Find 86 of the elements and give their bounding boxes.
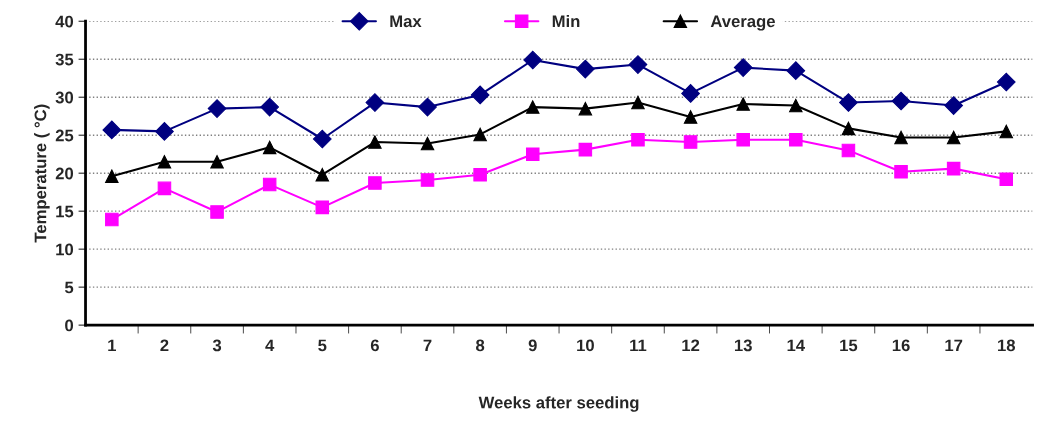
x-tick-label: 2 — [160, 339, 169, 352]
point — [946, 130, 961, 145]
x-tick-label: 18 — [998, 339, 1016, 352]
point — [839, 93, 858, 112]
x-tick-label: 11 — [630, 339, 647, 352]
point — [207, 99, 227, 118]
point — [576, 59, 595, 79]
point — [578, 142, 593, 157]
point — [789, 98, 803, 113]
point — [999, 124, 1014, 139]
point — [105, 212, 119, 227]
y-tick-label: 35 — [55, 53, 74, 66]
point — [683, 135, 698, 149]
x-tick-label: 14 — [787, 339, 805, 352]
point — [102, 120, 122, 140]
y-tick-label: 15 — [56, 205, 74, 218]
point — [420, 136, 435, 151]
x-tick-label: 1 — [108, 339, 116, 352]
x-axis-title: Weeks after seeding — [478, 396, 639, 412]
point — [946, 161, 961, 176]
x-tick-label: 12 — [682, 339, 700, 352]
point — [999, 172, 1014, 187]
point — [841, 143, 856, 158]
legend-label: Max — [390, 15, 422, 28]
point — [420, 173, 435, 187]
point — [628, 55, 648, 74]
point — [365, 93, 385, 112]
legend-label: Min — [552, 14, 580, 28]
x-tick-label: 16 — [892, 339, 910, 352]
x-tick-label: 10 — [577, 339, 594, 352]
x-tick-label: 8 — [476, 339, 485, 352]
point — [260, 97, 280, 117]
x-tick-label: 13 — [734, 339, 752, 352]
point — [312, 129, 332, 149]
x-tick-label: 5 — [318, 339, 327, 352]
y-tick-label: 10 — [56, 243, 74, 256]
x-tick-label: 4 — [265, 339, 275, 352]
x-tick-label: 3 — [212, 339, 222, 352]
point — [315, 167, 330, 182]
x-tick-label: 17 — [945, 339, 963, 352]
point — [262, 140, 277, 155]
x-tick-label: 15 — [840, 339, 858, 352]
point — [368, 176, 382, 190]
point — [368, 135, 382, 149]
x-tick-label: 9 — [528, 339, 537, 352]
point — [210, 205, 224, 219]
point — [894, 164, 908, 179]
y-tick-label: 30 — [55, 91, 74, 104]
point — [523, 50, 543, 70]
point — [525, 147, 540, 161]
point — [105, 169, 119, 183]
y-tick-label: 5 — [64, 281, 74, 294]
point — [473, 127, 487, 142]
point — [736, 97, 750, 111]
point — [418, 97, 437, 117]
point — [996, 72, 1016, 92]
x-tick-label: 6 — [370, 339, 379, 352]
point — [262, 177, 277, 192]
point — [631, 95, 645, 110]
y-tick-label: 20 — [55, 167, 74, 180]
y-tick-label: 40 — [55, 15, 74, 28]
legend-label: Average — [710, 15, 775, 31]
point — [733, 58, 753, 77]
point — [789, 132, 803, 147]
point — [155, 122, 174, 141]
point — [736, 132, 750, 147]
point — [841, 121, 856, 136]
point — [683, 110, 698, 124]
y-tick-label: 0 — [65, 319, 74, 332]
point — [157, 155, 172, 169]
point — [525, 100, 540, 114]
point — [315, 200, 330, 215]
point — [786, 61, 806, 80]
point — [210, 155, 224, 169]
x-tick-label: 7 — [423, 339, 432, 352]
point — [891, 91, 911, 111]
point — [631, 132, 645, 147]
point — [470, 85, 490, 105]
y-axis-title: Temperature ( °C) — [34, 104, 50, 243]
y-tick-label: 25 — [55, 129, 74, 142]
point — [578, 101, 593, 116]
point — [681, 84, 700, 103]
point — [157, 181, 172, 196]
point — [473, 167, 487, 182]
point — [894, 130, 908, 145]
point — [944, 96, 964, 115]
